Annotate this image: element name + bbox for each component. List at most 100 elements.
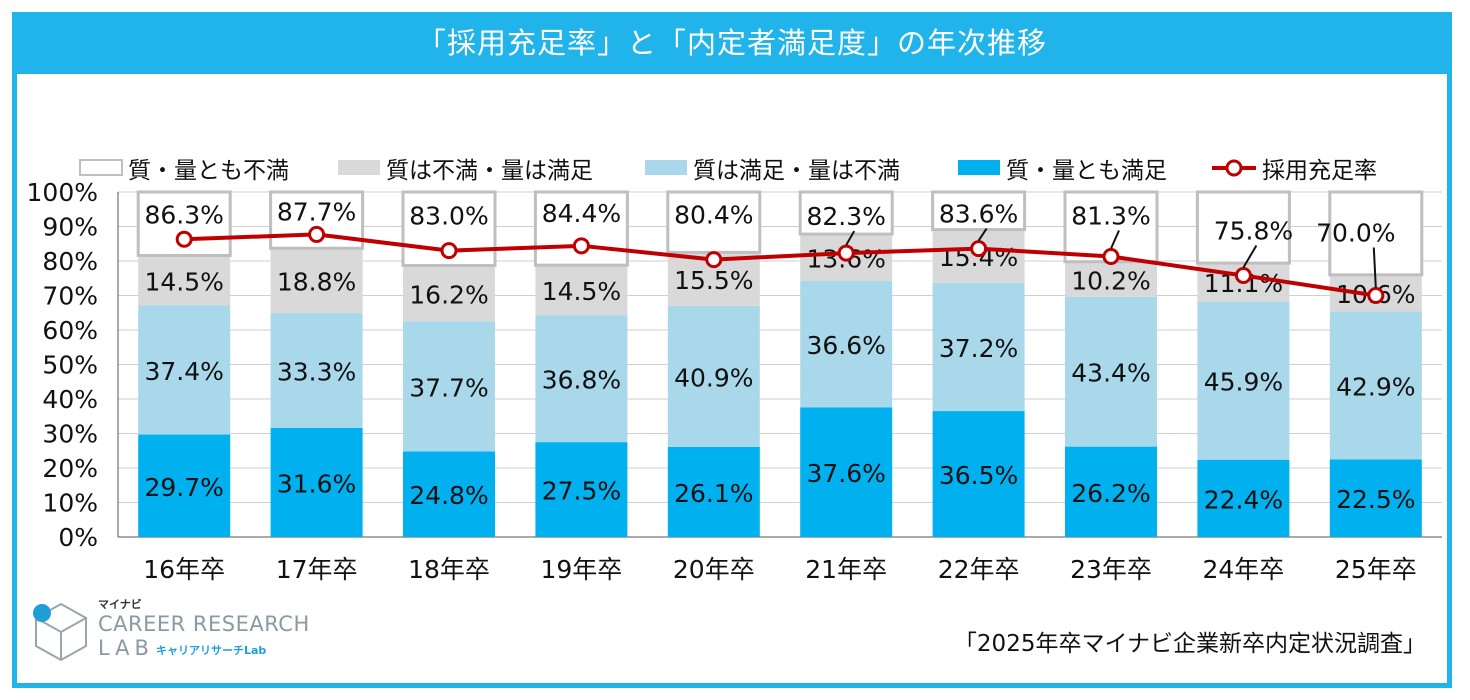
bar-data-label: 31.6% — [277, 469, 356, 498]
y-tick-label: 70% — [42, 282, 98, 311]
line-point — [1102, 248, 1120, 266]
chart-title: 「採用充足率」と「内定者満足度」の年次推移 — [12, 12, 1452, 74]
career-research-lab-logo: マイナビ CAREER RESEARCH LAB キャリアリサーチLab — [28, 596, 318, 666]
x-tick-label: 18年卒 — [408, 555, 490, 584]
line-label-leader — [977, 228, 988, 242]
legend-label: 採用充足率 — [1262, 158, 1377, 184]
logo-brand: マイナビ — [98, 598, 142, 611]
x-tick-label: 22年卒 — [938, 555, 1020, 584]
bar-segment — [138, 255, 231, 306]
y-tick-label: 80% — [42, 247, 98, 276]
line-data-label: 82.3% — [806, 202, 885, 231]
line-point — [705, 251, 723, 269]
bar-segment — [138, 434, 231, 537]
x-tick-label: 19年卒 — [540, 555, 622, 584]
bar-data-label: 37.4% — [144, 357, 223, 386]
bar-segment — [800, 407, 893, 537]
line-data-label: 81.3% — [1071, 202, 1150, 231]
line-label-leader — [1372, 247, 1377, 288]
bar-data-label: 24.8% — [409, 481, 488, 510]
bar-data-label: 10.2% — [1071, 266, 1150, 295]
y-tick-label: 10% — [42, 489, 98, 518]
legend-line-marker — [1225, 159, 1243, 177]
bar-data-label: 37.6% — [806, 459, 885, 488]
logo-sub: キャリアリサーチLab — [156, 644, 267, 657]
x-tick-label: 23年卒 — [1070, 555, 1152, 584]
bar-data-label: 27.5% — [542, 477, 621, 506]
line-data-label: 86.3% — [144, 200, 223, 229]
bar-segment — [403, 265, 495, 322]
source-note: 「2025年卒マイナビ企業新卒内定状況調査」 — [953, 631, 1426, 657]
bar-segment — [667, 305, 760, 447]
bar-data-label: 33.3% — [277, 358, 356, 387]
bar-segment — [1065, 446, 1157, 537]
line-point — [308, 225, 326, 243]
bar-segment — [1329, 459, 1422, 537]
bar-data-label: 43.4% — [1071, 359, 1150, 388]
line-point — [440, 242, 458, 260]
x-tick-label: 24年卒 — [1202, 555, 1284, 584]
bar-data-label: 40.9% — [674, 363, 753, 392]
line-data-label: 80.4% — [674, 201, 753, 230]
y-tick-label: 50% — [42, 351, 98, 380]
bar-segment — [136, 190, 232, 257]
bar-segment — [270, 248, 363, 314]
bar-data-label: 22.5% — [1336, 485, 1415, 514]
y-tick-label: 20% — [42, 454, 98, 483]
bar-data-label: 36.6% — [806, 331, 885, 360]
bar-data-label: 14.5% — [542, 277, 621, 306]
bar-segment — [535, 315, 628, 443]
legend-swatch — [645, 160, 687, 175]
bar-data-label: 36.5% — [939, 461, 1018, 490]
line-data-label: 83.6% — [939, 200, 1018, 229]
bar-segment — [932, 411, 1025, 537]
line-point — [572, 237, 590, 255]
line-label-leader — [1242, 244, 1258, 268]
line-point — [175, 230, 193, 248]
bar-segment — [1329, 311, 1422, 460]
line-point — [1234, 266, 1252, 284]
bar-segment — [270, 427, 363, 537]
bar-segment — [138, 305, 231, 435]
line-data-label: 70.0% — [1316, 219, 1395, 248]
bar-segment — [1065, 261, 1157, 297]
legend-swatch — [338, 160, 380, 175]
bar-segment — [403, 451, 495, 537]
line-data-label: 84.4% — [542, 199, 621, 228]
y-tick-label: 30% — [42, 420, 98, 449]
logo-line1: CAREER RESEARCH — [98, 612, 310, 636]
bar-data-label: 26.1% — [674, 479, 753, 508]
bar-segment — [1195, 190, 1291, 265]
legend-swatch — [958, 160, 1000, 175]
bar-data-label: 22.4% — [1204, 485, 1283, 514]
line-point — [970, 240, 988, 258]
bar-data-label: 29.7% — [144, 473, 223, 502]
x-tick-label: 21年卒 — [805, 555, 887, 584]
logo-line2: LAB — [98, 636, 154, 660]
bar-data-label: 15.5% — [674, 266, 753, 295]
line-point — [837, 244, 855, 262]
legend-label: 質・量とも不満 — [128, 158, 289, 184]
bar-data-label: 45.9% — [1204, 368, 1283, 397]
bar-data-label: 42.9% — [1336, 372, 1415, 401]
x-tick-label: 17年卒 — [276, 555, 358, 584]
line-series-path — [184, 232, 1377, 298]
y-tick-label: 40% — [42, 385, 98, 414]
x-tick-label: 16年卒 — [143, 555, 225, 584]
line-point — [1367, 287, 1385, 304]
bar-segment — [798, 190, 894, 236]
line-data-label: 75.8% — [1214, 216, 1293, 245]
bar-segment — [403, 321, 495, 452]
x-tick-label: 25年卒 — [1335, 555, 1417, 584]
x-tick-label: 20年卒 — [673, 555, 755, 584]
bar-segment — [1197, 459, 1290, 537]
legend-swatch — [79, 159, 123, 176]
bar-segment — [535, 442, 628, 537]
bar-data-label: 18.8% — [277, 268, 356, 297]
bar-data-label: 36.8% — [542, 366, 621, 395]
line-label-leader — [1110, 230, 1120, 249]
bar-segment — [931, 190, 1027, 232]
legend-label: 質は不満・量は満足 — [386, 158, 593, 184]
bar-segment — [270, 313, 363, 428]
bar-segment — [1197, 301, 1290, 460]
